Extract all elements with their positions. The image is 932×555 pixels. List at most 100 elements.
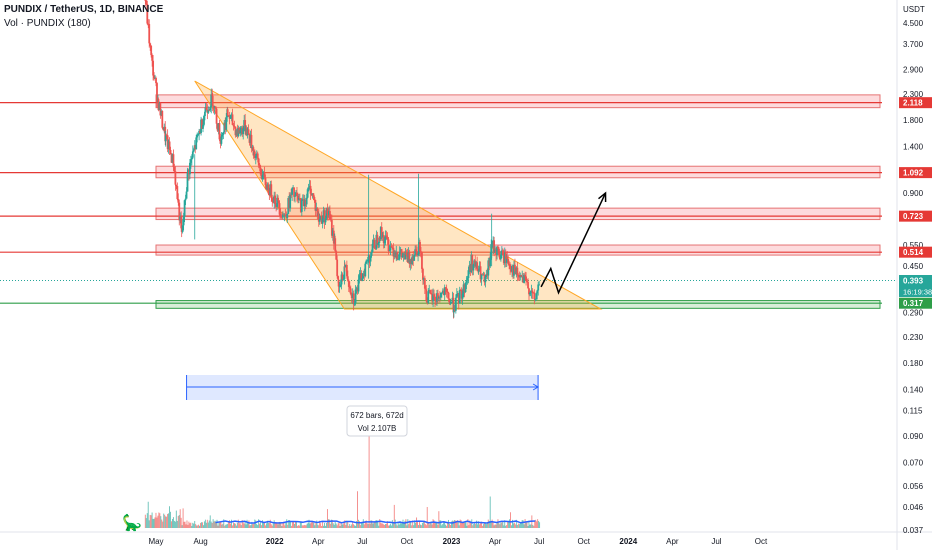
- candle-body: [323, 210, 326, 223]
- candle-body: [232, 124, 235, 127]
- candle-body: [481, 274, 484, 276]
- candle-body: [242, 128, 245, 135]
- candle-body: [463, 284, 466, 293]
- volume-bar: [195, 524, 197, 528]
- support-zone[interactable]: [155, 300, 881, 309]
- volume-bar: [323, 525, 325, 528]
- projection-path[interactable]: [540, 192, 607, 295]
- volume-bar: [477, 524, 479, 528]
- resistance-zone[interactable]: [155, 207, 881, 221]
- volume-bar: [263, 522, 264, 528]
- time-tick-label: 2023: [443, 537, 461, 546]
- candle-body: [431, 293, 434, 302]
- candle-body: [260, 174, 263, 179]
- volume-bar: [321, 525, 323, 528]
- candle-body: [239, 130, 242, 134]
- volume-bar: [290, 522, 292, 528]
- candle-body: [415, 249, 418, 252]
- volume-bar: [218, 522, 220, 528]
- candle-body: [280, 215, 282, 217]
- volume-bar: [539, 522, 541, 528]
- volume-bar: [442, 524, 444, 528]
- candle-body: [236, 130, 239, 136]
- volume-bar: [306, 523, 308, 528]
- candle-body: [149, 43, 152, 46]
- volume-bar: [180, 517, 182, 528]
- candle-body: [226, 109, 229, 116]
- volume-bar: [370, 520, 372, 528]
- candle-body: [410, 259, 413, 265]
- resistance-zone[interactable]: [155, 165, 881, 179]
- volume-bar: [168, 513, 170, 528]
- volume-bar: [520, 521, 522, 528]
- volume-bar: [527, 525, 529, 528]
- volume-bar: [384, 524, 386, 528]
- volume-bar: [380, 522, 382, 528]
- candle-body: [341, 274, 344, 280]
- time-tick-label: Aug: [193, 537, 207, 546]
- volume-bar: [332, 523, 334, 528]
- volume-bar: [340, 521, 342, 528]
- candle-body: [246, 129, 249, 136]
- volume-bar: [158, 512, 160, 528]
- volume-bar: [528, 520, 530, 528]
- candle-body: [194, 145, 197, 150]
- volume-bar: [152, 518, 154, 528]
- volume-bar: [468, 525, 470, 528]
- volume-bar: [316, 520, 318, 528]
- volume-bar: [346, 520, 348, 528]
- resistance-zone[interactable]: [155, 244, 881, 256]
- volume-indicator-label[interactable]: Vol · PUNDIX (180): [4, 18, 91, 29]
- volume-bar: [308, 519, 310, 528]
- candle-body: [496, 246, 498, 255]
- candle-body: [231, 114, 234, 125]
- candle-body: [297, 195, 299, 200]
- volume-bar: [193, 523, 195, 528]
- volume-bar: [271, 525, 273, 528]
- candle-body: [399, 249, 402, 253]
- candle-body: [161, 111, 164, 128]
- volume-bar: [148, 520, 150, 528]
- volume-bar: [515, 519, 517, 528]
- volume-bar: [154, 517, 156, 528]
- symbol-title[interactable]: PUNDIX / TetherUS, 1D, BINANCE: [4, 4, 164, 15]
- candle-body: [507, 258, 510, 264]
- volume-bar: [490, 521, 492, 528]
- volume-bar: [383, 524, 385, 528]
- volume-bar: [469, 520, 471, 528]
- volume-bar: [429, 523, 431, 528]
- volume-bar: [462, 522, 464, 528]
- candle-body: [300, 200, 303, 212]
- candle-body: [447, 292, 450, 299]
- candle-body: [257, 158, 260, 166]
- volume-bar: [425, 525, 427, 528]
- volume-bar: [402, 519, 404, 528]
- volume-bar: [277, 524, 279, 528]
- candle-body: [391, 247, 394, 249]
- candle-body: [503, 252, 506, 264]
- measure-tooltip: [346, 405, 408, 437]
- volume-bar: [242, 522, 244, 528]
- volume-bar: [491, 519, 493, 528]
- volume-bar: [325, 525, 326, 528]
- volume-bar: [329, 523, 331, 528]
- candle-body: [532, 292, 535, 294]
- candle-body: [452, 297, 455, 313]
- candle-body: [505, 256, 508, 263]
- candle-body: [202, 124, 204, 129]
- volume-bar: [417, 520, 418, 528]
- volume-bar: [344, 520, 346, 528]
- volume-bar: [270, 524, 272, 528]
- resistance-zone[interactable]: [155, 94, 881, 109]
- candle-body: [420, 251, 422, 253]
- volume-bar: [260, 522, 262, 528]
- volume-bar: [375, 520, 377, 528]
- candle-body: [217, 123, 220, 131]
- candle-body: [264, 177, 267, 186]
- candle-body: [394, 251, 397, 258]
- plot-area[interactable]: [0, 0, 897, 532]
- candle-body: [211, 94, 214, 96]
- candle-body: [520, 275, 523, 277]
- volume-bar: [518, 524, 520, 528]
